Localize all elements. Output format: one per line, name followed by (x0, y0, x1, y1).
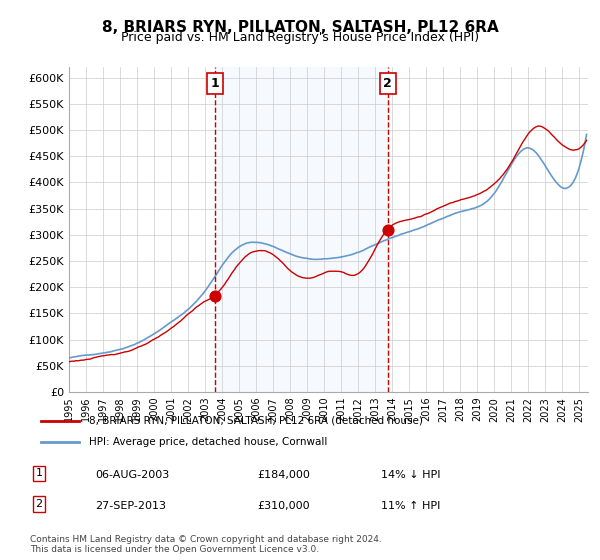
Bar (215, 67, 388, 392)
Point (210, 291, 220, 300)
Text: 2: 2 (383, 77, 392, 90)
Text: 8, BRIARS RYN, PILLATON, SALTASH, PL12 6RA: 8, BRIARS RYN, PILLATON, SALTASH, PL12 6… (101, 20, 499, 35)
Text: 2: 2 (35, 500, 43, 509)
Text: Price paid vs. HM Land Registry's House Price Index (HPI): Price paid vs. HM Land Registry's House … (121, 31, 479, 44)
Point (383, 225, 392, 234)
Text: 8, BRIARS RYN, PILLATON, SALTASH, PL12 6RA (detached house): 8, BRIARS RYN, PILLATON, SALTASH, PL12 6… (89, 416, 423, 426)
Text: HPI: Average price, detached house, Cornwall: HPI: Average price, detached house, Corn… (89, 437, 328, 447)
Text: 27-SEP-2013: 27-SEP-2013 (95, 501, 166, 511)
Text: £184,000: £184,000 (257, 470, 310, 480)
Text: 1: 1 (211, 77, 220, 90)
Text: 06-AUG-2003: 06-AUG-2003 (95, 470, 169, 480)
Text: Contains HM Land Registry data © Crown copyright and database right 2024.
This d: Contains HM Land Registry data © Crown c… (30, 535, 382, 554)
Text: 11% ↑ HPI: 11% ↑ HPI (381, 501, 440, 511)
Text: 14% ↓ HPI: 14% ↓ HPI (381, 470, 440, 480)
Text: £310,000: £310,000 (257, 501, 310, 511)
Text: 1: 1 (35, 468, 43, 478)
